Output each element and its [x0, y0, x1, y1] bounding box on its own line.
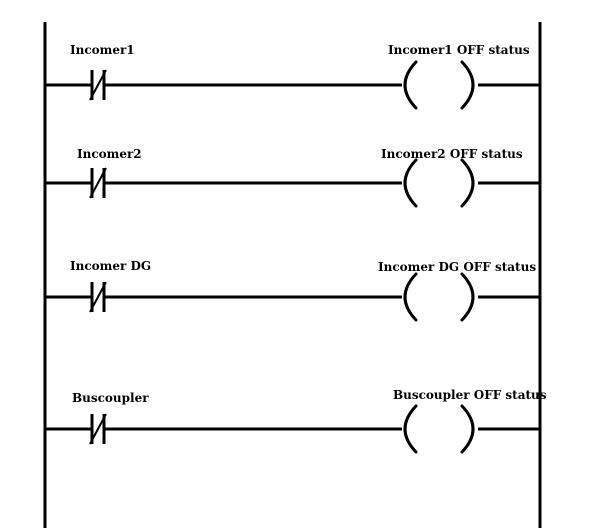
contact-label-1: Incomer1: [70, 43, 135, 57]
rung-4: Buscoupler Buscoupler OFF status: [45, 388, 547, 454]
nc-contact-1[interactable]: [89, 69, 107, 101]
coil-label-1: Incomer1 OFF status: [388, 43, 530, 57]
contact-label-2: Incomer2: [77, 147, 142, 161]
nc-contact-4[interactable]: [89, 413, 107, 445]
coil-label-3: Incomer DG OFF status: [378, 260, 536, 274]
contact-label-3: Incomer DG: [70, 259, 151, 273]
coil-label-2: Incomer2 OFF status: [381, 147, 523, 161]
nc-contact-2[interactable]: [89, 167, 107, 199]
coil-1[interactable]: [403, 60, 475, 110]
coil-4[interactable]: [403, 404, 475, 454]
rung-3: Incomer DG Incomer DG OFF status: [45, 259, 540, 322]
rung-2: Incomer2 Incomer2 OFF status: [45, 147, 540, 208]
coil-3[interactable]: [403, 272, 475, 322]
nc-contact-3[interactable]: [89, 281, 107, 313]
rung-1: Incomer1 Incomer1 OFF status: [45, 43, 540, 110]
contact-label-4: Buscoupler: [72, 391, 149, 405]
coil-2[interactable]: [403, 158, 475, 208]
coil-label-4: Buscoupler OFF status: [393, 388, 547, 402]
